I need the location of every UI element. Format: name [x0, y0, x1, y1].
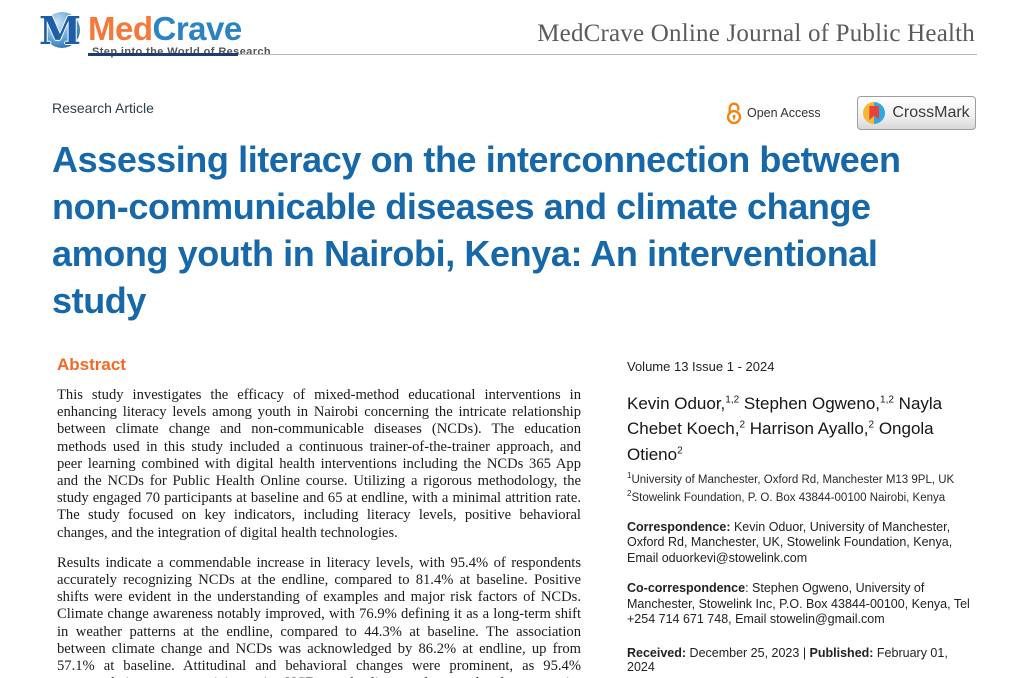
- logo-monogram: M: [38, 8, 82, 53]
- article-title: Assessing literacy on the interconnectio…: [52, 136, 977, 324]
- crossmark-button[interactable]: CrossMark: [857, 96, 976, 130]
- open-access-lock-icon: [726, 102, 742, 125]
- affiliation: 1University of Manchester, Oxford Rd, Ma…: [627, 470, 955, 486]
- author: Nayla Chebet Koech,2: [627, 393, 943, 439]
- author: Stephen Ogweno,1,2: [743, 393, 894, 413]
- journal-name: MedCrave Online Journal of Public Health: [537, 20, 975, 47]
- co-correspondence-text: : Stephen Ogweno, University of Manchest…: [627, 581, 970, 627]
- received-label: Received:: [627, 645, 687, 660]
- abstract-paragraph-2: Results indicate a commendable increase …: [57, 554, 581, 678]
- abstract-section: Abstract This study investigates the eff…: [57, 355, 581, 678]
- tagline-underline: [88, 53, 238, 56]
- crossmark-bookmark-icon: [869, 106, 880, 120]
- brand-name: MedCrave: [88, 12, 271, 45]
- co-correspondence-label: Co-correspondence: [627, 581, 746, 596]
- title-line-4: study: [52, 280, 147, 321]
- title-line-3: among youth in Nairobi, Kenya: An interv…: [52, 233, 878, 274]
- published-label: Published:: [809, 645, 874, 660]
- volume-issue: Volume 13 Issue 1 - 2024: [627, 359, 775, 374]
- brand-crave: Crave: [152, 10, 243, 47]
- open-access-badge: Open Access: [725, 101, 821, 125]
- correspondence-label: Correspondence:: [627, 519, 731, 534]
- author: Ongola Otieno2: [627, 419, 934, 464]
- open-access-label: Open Access: [747, 106, 821, 120]
- brand-tagline: Step into the World of Research: [92, 46, 272, 58]
- medcrave-logo[interactable]: M MedCrave Step into the World of Resear…: [38, 8, 271, 58]
- author: Kevin Oduor,1,2: [627, 393, 740, 413]
- article-info-column: Volume 13 Issue 1 - 2024 Kevin Oduor,1,2…: [627, 355, 977, 678]
- abstract-paragraph-1: This study investigates the efficacy of …: [57, 387, 581, 541]
- received-date: December 25, 2023: [686, 645, 803, 660]
- header-divider: [238, 54, 977, 55]
- article-type-label: Research Article: [52, 100, 154, 116]
- abstract-heading: Abstract: [57, 355, 126, 374]
- published-date: February 01, 2024: [627, 645, 948, 674]
- crossmark-icon: [863, 102, 886, 124]
- dates-line: Received: December 25, 2023 | Published:…: [627, 646, 977, 674]
- header: M MedCrave Step into the World of Resear…: [0, 0, 1023, 60]
- affiliations: 1University of Manchester, Oxford Rd, Ma…: [627, 469, 977, 505]
- medcrave-globe-icon: M: [38, 8, 82, 54]
- globe-icon: [44, 12, 80, 48]
- correspondence-block: Correspondence: Kevin Oduor, University …: [627, 520, 977, 567]
- brand-med: Med: [88, 10, 153, 47]
- logo-text: MedCrave Step into the World of Research: [88, 8, 271, 58]
- title-line-2: non-communicable diseases and climate ch…: [52, 186, 871, 227]
- affiliation: 2Stowelink Foundation, P. O. Box 43844-0…: [627, 488, 946, 504]
- crossmark-label: CrossMark: [892, 104, 970, 121]
- author: Harrison Ayallo,2: [749, 419, 875, 439]
- title-line-1: Assessing literacy on the interconnectio…: [52, 139, 901, 180]
- author-list: Kevin Oduor,1,2 Stephen Ogweno,1,2 Nayla…: [627, 389, 977, 466]
- dates-separator: |: [802, 645, 810, 660]
- co-correspondence-block: Co-correspondence: Stephen Ogweno, Unive…: [627, 581, 977, 628]
- content-columns: Abstract This study investigates the eff…: [57, 355, 977, 678]
- correspondence-text: Kevin Oduor, University of Manchester, O…: [627, 519, 953, 565]
